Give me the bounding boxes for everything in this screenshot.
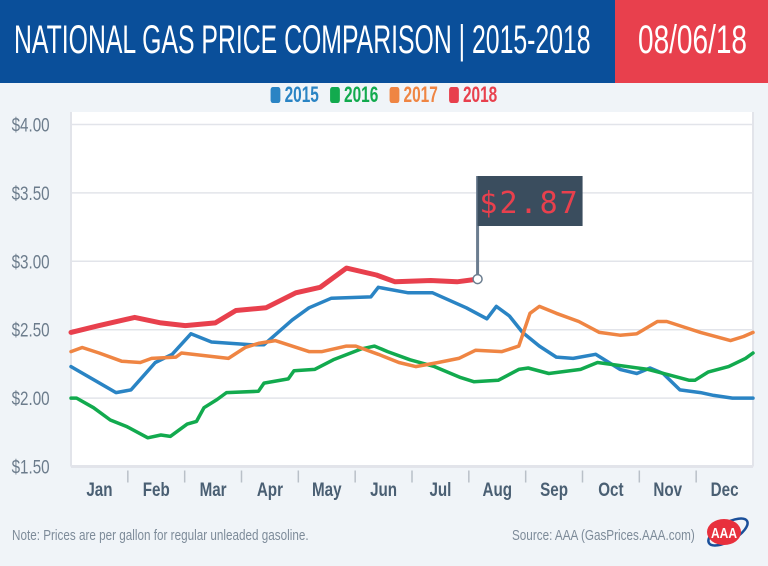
current-price-label: $2.87 (479, 186, 579, 221)
legend-swatch (449, 87, 459, 103)
y-tick-label: $2.00 (12, 387, 50, 409)
x-tick-label: Oct (598, 478, 624, 500)
legend-item-2015: 2015 (270, 82, 319, 108)
x-tick-label: May (312, 478, 342, 500)
plot-area (71, 112, 753, 467)
source-text: Source: AAA (GasPrices.AAA.com) (512, 527, 695, 544)
series-line-2018 (68, 265, 481, 335)
legend-swatch (270, 87, 281, 103)
x-tick-label: Apr (257, 478, 283, 500)
series-line-2017 (69, 304, 755, 369)
chart-title: NATIONAL GAS PRICE COMPARISON | 2015-201… (14, 18, 591, 63)
x-tick-label: Aug (482, 478, 512, 500)
date-text: 08/06/18 (638, 18, 747, 62)
legend: 2015 2016 2017 2018 (0, 82, 768, 108)
y-tick-label: $3.00 (12, 251, 50, 273)
legend-item-2017: 2017 (389, 82, 438, 108)
legend-item-2018: 2018 (449, 82, 497, 108)
title-bar (0, 0, 615, 83)
footnote: Note: Prices are per gallon for regular … (12, 527, 309, 544)
legend-swatch (330, 87, 340, 103)
legend-label: 2018 (463, 82, 498, 107)
date-badge (615, 0, 768, 83)
y-tick-label: $4.00 (12, 114, 50, 136)
legend-swatch (389, 87, 400, 103)
y-tick-label: $3.50 (12, 182, 50, 204)
x-tick-label: Sep (540, 478, 568, 500)
legend-label: 2017 (403, 82, 438, 107)
x-tick-label: Dec (711, 478, 739, 500)
x-tick-label: Mar (200, 478, 227, 500)
price-flag (477, 176, 583, 226)
x-tick-label: Nov (653, 478, 682, 500)
title-text: NATIONAL GAS PRICE COMPARISON (14, 18, 452, 62)
x-tick-label: Jan (86, 478, 112, 500)
series-line-2016 (69, 344, 755, 440)
title-separator: | (458, 18, 466, 62)
y-tick-label: $2.50 (12, 319, 50, 341)
x-tick-label: Jun (370, 478, 397, 500)
x-tick-label: Jul (429, 478, 451, 500)
legend-label: 2016 (344, 82, 379, 107)
legend-item-2016: 2016 (330, 82, 378, 108)
title-years: 2015-2018 (471, 18, 591, 62)
legend-label: 2015 (284, 82, 319, 107)
x-tick-label: Feb (143, 478, 170, 500)
current-price-marker (472, 273, 483, 285)
y-tick-label: $1.50 (12, 456, 50, 478)
